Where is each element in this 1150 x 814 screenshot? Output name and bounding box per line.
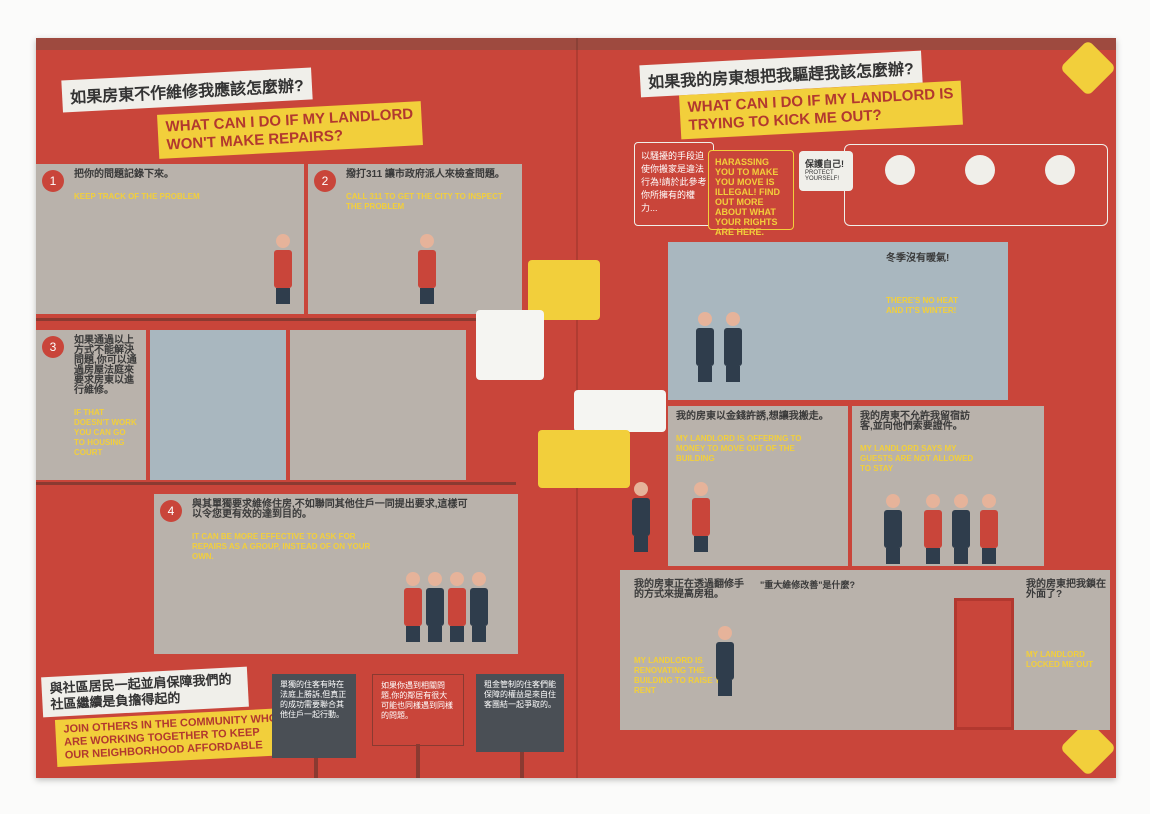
money-offer-en: MY LANDLORD IS OFFERING TO MONEY TO MOVE… xyxy=(676,434,802,463)
left-title-cn: 如果房東不作維修我應該怎麼辦? xyxy=(61,67,313,113)
speech-bubble-icon xyxy=(574,390,666,432)
sign-pole xyxy=(520,752,524,778)
guest-figure-icon xyxy=(980,494,998,564)
no-heat-cn: 冬季沒有暖氣! xyxy=(886,253,950,264)
step-title-cn: 撥打311 讓市政府派人來檢查問題。 xyxy=(346,169,505,180)
speech-bubble-icon xyxy=(476,310,544,380)
join-title-cn: 與社區居民一起並肩保障我們的社區繼續是負擔得起的 xyxy=(41,666,249,718)
sign-pole xyxy=(416,744,420,778)
sign-pole xyxy=(314,758,318,778)
step-number: 3 xyxy=(42,336,64,358)
step-4-panel: 4 與其單獨要求維修住房,不如聯同其他住戶一同提出要求,這樣可以令您更有效的達到… xyxy=(154,494,518,654)
no-heat-panel: 冬季沒有暖氣! THERE'S NO HEAT AND IT'S WINTER! xyxy=(668,242,1008,400)
guests-en: MY LANDLORD SAYS MY GUESTS ARE NOT ALLOW… xyxy=(860,444,974,473)
cold-tenant-figure-icon xyxy=(724,312,742,382)
step-number: 2 xyxy=(314,170,336,192)
protect-title: 保護自己! PROTECT YOURSELF! xyxy=(799,151,853,191)
harassing-note-cn: 以騷擾的手段迫使你搬家是違法行為!請於此參考你所擁有的權力... xyxy=(634,142,714,226)
renovation-panel: 我的房東正在透過翻修手的方式來提高房租。 MY LANDLORD IS RENO… xyxy=(620,570,1110,730)
join-title-en: JOIN OTHERS IN THE COMMUNITY WHO ARE WOR… xyxy=(54,708,288,767)
sign-individual: 單獨的住客有時在法庭上勝訴,但真正的成功需要聯合其他住戶一起行動。 xyxy=(272,674,356,758)
guests-cn: 我的房東不允許我留宿訪客,並向他們索要證件。 xyxy=(860,411,970,432)
tenant-phone-figure-icon xyxy=(418,234,436,304)
money-offer-cn: 我的房東以金錢許誘,想讓我搬走。 xyxy=(676,411,829,422)
renovation-cn: 我的房東正在透過翻修手的方式來提高房租。 xyxy=(634,579,744,600)
step-title-cn: 把你的問題記錄下來。 xyxy=(74,169,174,180)
landlord-figure-icon xyxy=(632,482,650,552)
document-icon xyxy=(1045,155,1075,185)
sign-neighbors: 如果你遇到相關問題,你的鄰居有很大可能也同樣遇到同樣的問題。 xyxy=(372,674,464,746)
tenant-group-figure-icon xyxy=(426,572,444,642)
harassing-note-en: HARASSING YOU TO MAKE YOU MOVE IS ILLEGA… xyxy=(708,150,794,237)
step-title-cn: 如果通過以上方式不能解決問題,你可以通過房屋法庭來要求房東以進行維修。 xyxy=(74,335,137,396)
step-3-panel: 3 如果通過以上方式不能解決問題,你可以通過房屋法庭來要求房東以進行維修。 IF… xyxy=(36,330,146,480)
guest-figure-icon xyxy=(924,494,942,564)
floor-line xyxy=(36,482,516,485)
tenant-group-figure-icon xyxy=(404,572,422,642)
step-number: 1 xyxy=(42,170,64,192)
renovation-en: MY LANDLORD IS RENOVATING THE BUILDING T… xyxy=(634,656,731,695)
protect-yourself-panel: 保護自己! PROTECT YOURSELF! xyxy=(799,144,1108,226)
tenant-figure-icon xyxy=(274,234,292,304)
guests-panel: 我的房東不允許我留宿訪客,並向他們索要證件。 MY LANDLORD SAYS … xyxy=(852,406,1044,566)
tip-note-icon xyxy=(538,430,630,488)
no-heat-en: THERE'S NO HEAT AND IT'S WINTER! xyxy=(886,296,958,315)
step-title-en: KEEP TRACK OF THE PROBLEM xyxy=(74,192,200,201)
locked-out-cn: 我的房東把我鎖在外面了? xyxy=(1026,579,1106,600)
left-title-en: WHAT CAN I DO IF MY LANDLORD WON'T MAKE … xyxy=(157,101,423,159)
step-number: 4 xyxy=(160,500,182,522)
court-details-panel xyxy=(290,330,466,480)
locked-out-en: MY LANDLORD LOCKED ME OUT xyxy=(1026,650,1094,669)
worker-figure-icon xyxy=(716,626,734,696)
landlord-figure-icon xyxy=(884,494,902,564)
calendar-icon xyxy=(965,155,995,185)
tenant-group-figure-icon xyxy=(448,572,466,642)
step-title-en: CALL 311 TO GET THE CITY TO INSPECT THE … xyxy=(346,192,503,211)
locked-door-icon xyxy=(954,598,1014,730)
tenant-group-figure-icon xyxy=(470,572,488,642)
step-1-panel: 1 把你的問題記錄下來。 KEEP TRACK OF THE PROBLEM xyxy=(36,164,304,314)
floor-line xyxy=(36,318,516,321)
housing-court-panel xyxy=(150,330,286,480)
sign-stabilized: 租金管制的住客們能保障的權益是來自住客團結一起爭取的。 xyxy=(476,674,564,752)
step-title-en: IF THAT DOESN'T WORK YOU CAN GO TO HOUSI… xyxy=(74,408,137,457)
step-2-panel: 2 撥打311 讓市政府派人來檢查問題。 CALL 311 TO GET THE… xyxy=(308,164,522,314)
no-smoking-icon xyxy=(885,155,915,185)
tenant-rights-poster: 如果房東不作維修我應該怎麼辦? WHAT CAN I DO IF MY LAND… xyxy=(36,38,1116,778)
major-improvement-title: "重大維修改善"是什麼? xyxy=(760,580,856,590)
top-band xyxy=(36,38,1116,50)
step-title-cn: 與其單獨要求維修住房,不如聯同其他住戶一同提出要求,這樣可以令您更有效的達到目的… xyxy=(192,499,468,520)
cold-tenant-figure-icon xyxy=(696,312,714,382)
guest-figure-icon xyxy=(952,494,970,564)
step-title-en: IT CAN BE MORE EFFECTIVE TO ASK FOR REPA… xyxy=(192,532,371,561)
tenant-figure-icon xyxy=(692,482,710,552)
